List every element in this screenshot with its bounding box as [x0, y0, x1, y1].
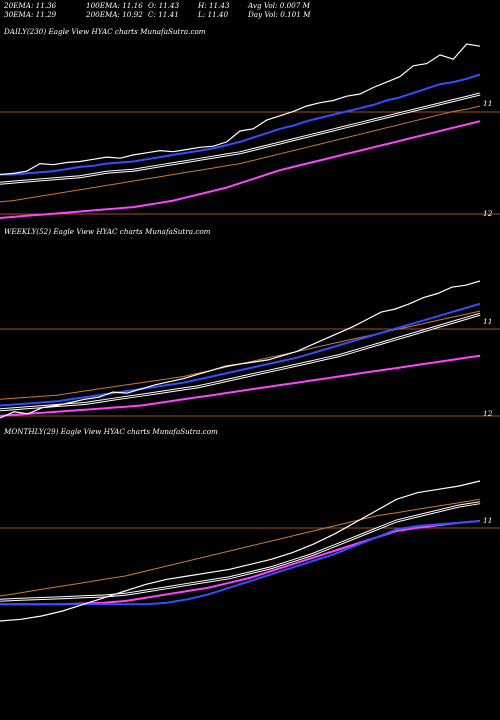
ema-blue-line	[0, 73, 481, 176]
daily-chart: DAILY(230) Eagle View HYAC charts Munafa…	[0, 27, 500, 219]
ema200-stat: 200EMA: 10.92	[86, 10, 143, 19]
y-tick-label: 11	[483, 99, 493, 108]
price-line	[0, 280, 481, 419]
ema-white-line-outer	[0, 501, 481, 602]
y-tick-label: 12	[483, 409, 493, 418]
ema-white-line-inner	[0, 502, 481, 601]
stats-header: 20EMA: 11.36 100EMA: 11.16 O: 11.43 H: 1…	[0, 0, 500, 20]
price-line	[0, 480, 481, 622]
day-vol-stat: Day Vol: 0.101 M	[248, 10, 311, 19]
avg-vol-stat: Avg Vol: 0.007 M	[248, 1, 310, 10]
ema-orange-line	[0, 498, 481, 597]
ema-blue-line	[0, 520, 481, 606]
ema-white-line-inner	[0, 93, 481, 184]
ema-blue-line	[0, 302, 481, 407]
close-stat: C: 11.41	[148, 10, 179, 19]
high-stat: H: 11.43	[198, 1, 230, 10]
ema-orange-line	[0, 105, 481, 203]
y-tick-label: 11	[483, 317, 493, 326]
panel-title: DAILY(230) Eagle View HYAC charts Munafa…	[3, 27, 206, 36]
panel-title: WEEKLY(52) Eagle View HYAC charts Munafa…	[4, 227, 211, 236]
price-line	[0, 43, 481, 176]
weekly-chart: WEEKLY(52) Eagle View HYAC charts Munafa…	[0, 227, 500, 419]
ema-magenta-line	[0, 520, 481, 606]
ema20-stat: 20EMA: 11.36	[4, 1, 57, 10]
y-tick-label: 12	[483, 209, 493, 218]
y-tick-label: 11	[483, 516, 493, 525]
ema-magenta-line	[0, 120, 481, 219]
ema-white-line-inner	[0, 313, 481, 411]
ema30-stat: 30EMA: 11.29	[4, 10, 57, 19]
ema-magenta-line	[0, 354, 481, 417]
ema100-stat: 100EMA: 11.16	[86, 1, 143, 10]
monthly-chart: MONTHLY(29) Eagle View HYAC charts Munaf…	[0, 427, 500, 622]
low-stat: L: 11.40	[198, 10, 229, 19]
panel-title: MONTHLY(29) Eagle View HYAC charts Munaf…	[3, 427, 218, 436]
open-stat: O: 11.43	[148, 1, 180, 10]
